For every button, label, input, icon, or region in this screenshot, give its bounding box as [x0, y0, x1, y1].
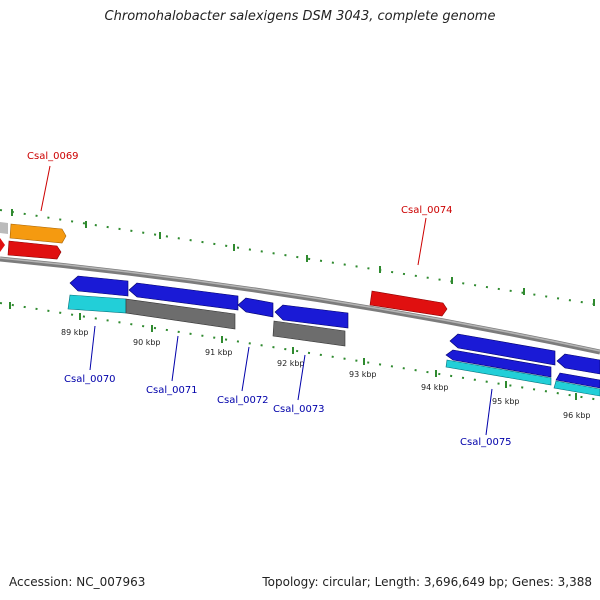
leader-csal-0074 — [417, 217, 427, 266]
leader-csal-0075 — [485, 388, 493, 436]
gene-labels: Csal_0069 Csal_0074 Csal_0070 Csal_0071 … — [27, 151, 512, 448]
gene-csal-0071[interactable] — [125, 298, 236, 330]
forward-genes — [0, 222, 448, 317]
kbp-label: 93 kbp — [349, 370, 377, 379]
gene-gray-left[interactable] — [0, 222, 8, 234]
gene-label-csal-0070[interactable]: Csal_0070 — [64, 374, 116, 385]
gene-csal-0075[interactable] — [445, 359, 552, 386]
gene-red-2[interactable] — [7, 240, 62, 260]
map-title: Chromohalobacter salexigens DSM 3043, co… — [104, 9, 496, 24]
gene-label-csal-0069[interactable]: Csal_0069 — [27, 151, 79, 162]
gene-label-csal-0074[interactable]: Csal_0074 — [401, 205, 453, 216]
kbp-labels: 89 kbp 90 kbp 91 kbp 92 kbp 93 kbp 94 kb… — [61, 328, 591, 420]
accession-text: Accession: NC_007963 — [9, 575, 146, 589]
outer-tick-arc — [0, 209, 600, 306]
kbp-label: 90 kbp — [133, 338, 161, 347]
inner-tick-arc — [0, 302, 600, 401]
gene-label-csal-0071[interactable]: Csal_0071 — [146, 385, 198, 396]
leader-csal-0071 — [171, 335, 179, 382]
genome-backbone — [0, 256, 600, 355]
gene-cyan-right[interactable] — [553, 380, 600, 397]
gene-csal-0074[interactable] — [369, 290, 448, 317]
kbp-label: 94 kbp — [421, 383, 449, 392]
leader-csal-0072 — [241, 346, 250, 392]
label-leaders — [40, 165, 493, 436]
gene-label-csal-0075[interactable]: Csal_0075 — [460, 437, 512, 448]
gene-csal-0073-blue[interactable] — [274, 304, 349, 329]
gene-csal-0073[interactable] — [272, 320, 346, 347]
kbp-label: 96 kbp — [563, 411, 591, 420]
gene-blue-95k[interactable] — [445, 349, 552, 378]
genome-summary-text: Topology: circular; Length: 3,696,649 bp… — [262, 575, 592, 589]
gene-csal-0069[interactable] — [9, 223, 67, 244]
leader-csal-0069 — [40, 165, 51, 212]
gene-csal-0070[interactable] — [67, 294, 127, 314]
kbp-label: 89 kbp — [61, 328, 89, 337]
gene-label-csal-0072[interactable]: Csal_0072 — [217, 395, 269, 406]
gene-blue-right-2[interactable] — [555, 372, 600, 389]
gene-blue-94k[interactable] — [449, 333, 556, 366]
gene-blue-1[interactable] — [69, 275, 129, 297]
gene-blue-right-1[interactable] — [556, 353, 600, 375]
gene-label-csal-0073[interactable]: Csal_0073 — [273, 404, 325, 415]
gene-red-small[interactable] — [0, 238, 5, 252]
leader-csal-0070 — [89, 325, 96, 371]
kbp-label: 91 kbp — [205, 348, 233, 357]
leader-csal-0073 — [297, 354, 306, 401]
kbp-label: 92 kbp — [277, 359, 305, 368]
gene-csal-0072[interactable] — [237, 297, 274, 318]
kbp-label: 95 kbp — [492, 397, 520, 406]
gene-csal-0071-blue[interactable] — [128, 282, 239, 311]
reverse-genes — [67, 275, 600, 397]
